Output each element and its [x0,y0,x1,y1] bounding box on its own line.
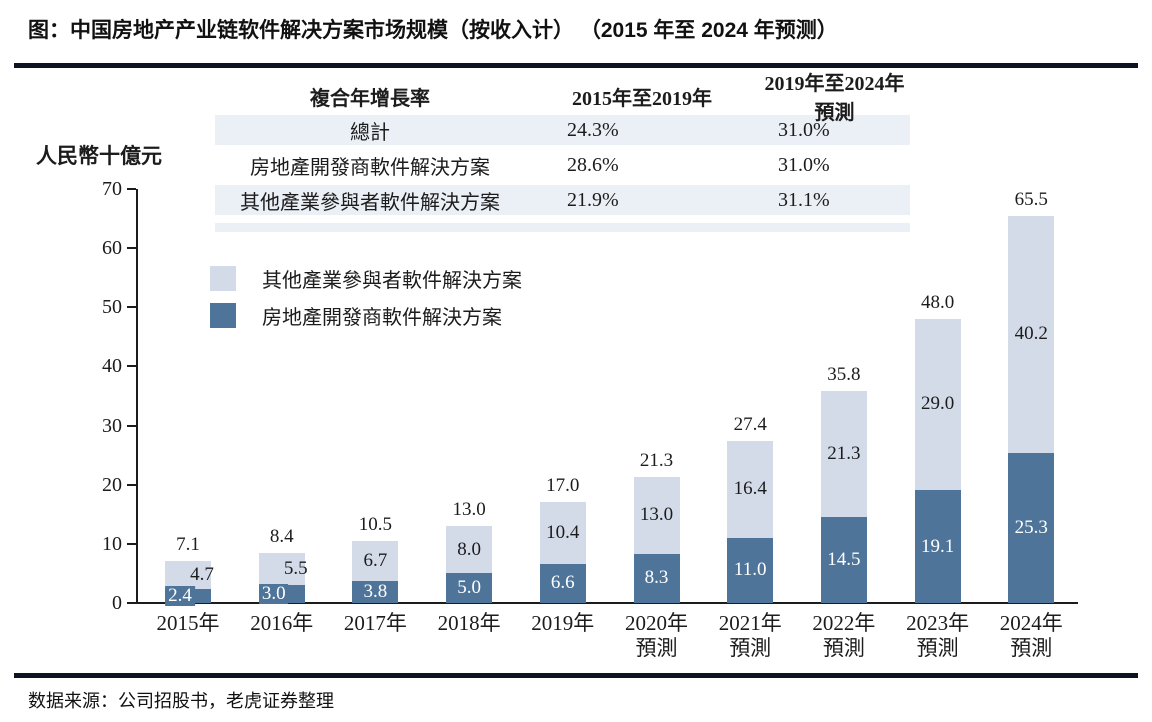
y-tick-label: 40 [102,355,122,378]
cagr-header-period2: 2019年至2024年預測 [764,73,905,124]
y-tick-label: 30 [102,414,122,437]
x-axis-label: 2022年 預測 [812,611,876,660]
y-tick-label: 0 [112,592,122,614]
bar-value-developer: 2.4 [165,585,195,606]
bar-total-label: 21.3 [639,450,674,472]
bar-value-other: 5.5 [283,557,308,579]
y-tick-label: 70 [102,178,122,200]
table-row: 房地產開發商軟件解決方案 28.6% 31.0% [215,150,910,180]
y-tick-mark [127,306,136,309]
legend-label: 其他產業參與者軟件解決方案 [262,270,522,292]
y-tick-label: 20 [102,473,122,496]
cagr-header-period1: 2015年至2019年 [572,87,712,110]
bar-value-developer: 25.3 [1011,518,1051,539]
y-tick-mark [127,542,136,545]
bar-value-other: 13.0 [639,504,674,526]
bar-segment-other [446,526,493,574]
bar-value-developer: 5.0 [454,578,484,599]
cagr-header-metric: 複合年增長率 [310,87,430,110]
y-tick-mark [127,365,136,368]
bar-value-other: 6.7 [363,549,388,571]
bar-value-other: 29.0 [920,393,955,415]
page-title: 图：中国房地产产业链软件解决方案市场规模（按收入计） （2015 年至 2024… [28,19,838,42]
bar-value-developer: 11.0 [730,560,770,581]
cagr-table-header: 複合年增長率 2015年至2019年 2019年至2024年預測 [215,73,910,124]
bar-value-developer: 6.6 [547,573,578,594]
row-label: 總計 [350,121,390,144]
row-value-period1: 24.3% [567,118,619,141]
x-axis-label: 2024年 預測 [999,611,1063,660]
legend-label: 房地產開發商軟件解決方案 [262,307,502,329]
bar-total-label: 17.0 [546,475,580,497]
bar-segment-other [352,540,399,581]
x-axis-label: 2021年 預測 [718,611,782,660]
cagr-table: 複合年增長率 2015年至2019年 2019年至2024年預測 總計 24.3… [215,73,910,232]
y-tick-mark [127,483,136,486]
x-axis-label: 2017年 [343,611,407,635]
row-label: 房地產開發商軟件解決方案 [250,156,490,179]
y-tick-label: 10 [102,532,122,555]
legend-item-developer: 房地產開發商軟件解決方案 [210,301,502,330]
x-axis-label: 2023年 預測 [906,611,970,660]
y-tick-label: 60 [102,237,122,260]
bar-value-developer: 19.1 [917,536,958,557]
bar-value-other: 21.3 [827,443,861,465]
row-value-period2: 31.0% [778,118,830,141]
bar-total-label: 7.1 [176,534,200,555]
bar-value-other: 16.4 [733,478,767,500]
top-divider [14,63,1138,68]
bar-total-label: 10.5 [358,513,393,535]
y-tick-label: 50 [102,296,122,319]
bar-total-label: 13.0 [452,499,486,521]
y-axis-title: 人民幣十億元 [36,144,162,168]
legend-swatch-dark [210,303,236,328]
x-axis-label: 2016年 [250,611,314,635]
x-axis-label: 2020年 預測 [625,611,688,660]
y-tick-mark [127,424,136,427]
bar-total-label: 8.4 [269,525,294,547]
bar-segment-other [727,440,774,538]
bar-segment-other [165,561,211,589]
legend-item-other-participants: 其他產業參與者軟件解決方案 [210,264,522,293]
bar-segment-other [914,318,961,491]
bar-value-other: 40.2 [1014,323,1048,345]
row-label: 其他產業參與者軟件解決方案 [240,191,500,214]
bar-total-label: 65.5 [1014,188,1048,210]
bar-total-label: 27.4 [733,413,767,435]
data-source-note: 数据来源：公司招股书，老虎证券整理 [28,691,334,711]
row-value-period2: 31.0% [778,153,830,176]
x-axis-label: 2018年 [437,611,501,635]
bar-segment-other [1008,215,1055,454]
x-axis-line [136,602,1078,604]
bar-segment-other [633,477,680,554]
x-axis-label: 2019年 [531,611,595,635]
bar-value-developer: 14.5 [824,550,864,571]
row-value-period1: 21.9% [567,188,619,211]
bar-segment-other [258,552,305,586]
bar-value-other: 4.7 [190,563,214,585]
y-tick-mark [127,188,136,190]
bar-segment-other [820,391,867,518]
bar-value-other: 8.0 [457,538,481,560]
row-value-period1: 28.6% [567,153,619,176]
legend-swatch-light [210,266,236,291]
bar-segment-other [539,502,586,564]
bar-value-developer: 8.3 [641,568,672,589]
bar-total-label: 35.8 [827,364,861,386]
y-axis-line [136,189,138,603]
bottom-divider [14,673,1138,678]
y-tick-mark [127,602,136,604]
y-tick-mark [127,247,136,250]
table-bottom-strip [215,223,910,232]
table-row: 其他產業參與者軟件解決方案 21.9% 31.1% [215,185,910,215]
bar-value-developer: 3.0 [258,584,289,605]
bar-value-other: 10.4 [546,522,580,544]
bar-value-developer: 3.8 [360,581,391,602]
x-axis-label: 2015年 [156,611,220,635]
row-value-period2: 31.1% [778,188,830,211]
bar-total-label: 48.0 [920,291,955,313]
table-row: 總計 24.3% 31.0% [215,115,910,145]
